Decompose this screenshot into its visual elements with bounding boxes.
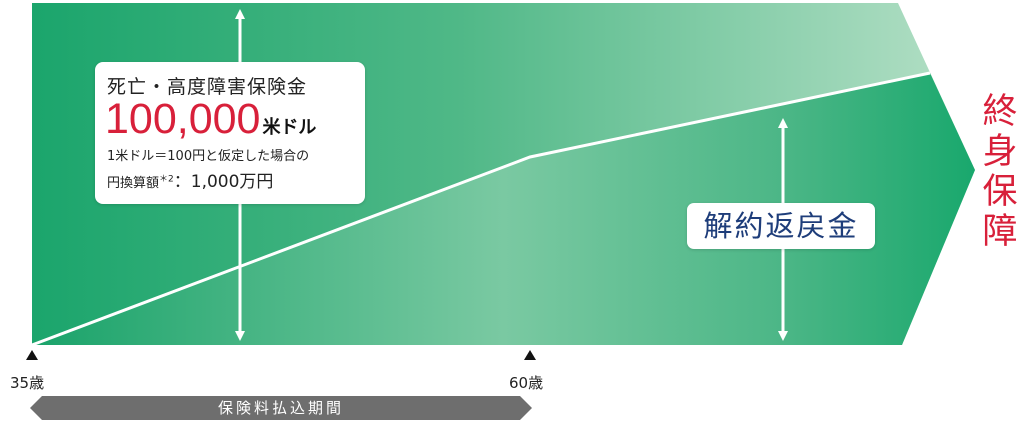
yen-amount: ：1,000万円 bbox=[173, 172, 274, 192]
death-benefit-unit: 米ドル bbox=[262, 117, 317, 138]
footnote-mark: ＊2 bbox=[159, 174, 174, 185]
age-end-label: 60歳 bbox=[509, 374, 544, 392]
death-benefit-amount: 100,000 bbox=[105, 95, 261, 143]
surrender-value-label: 解約返戻金 bbox=[703, 209, 859, 243]
age-end-marker bbox=[524, 350, 536, 360]
age-start-marker bbox=[26, 350, 38, 360]
lifetime-char: 保 bbox=[982, 172, 1018, 212]
surrender-value-area bbox=[32, 73, 975, 345]
lifetime-char: 障 bbox=[982, 212, 1018, 252]
surrender-value-line bbox=[31, 71, 931, 347]
payment-period-bar: 保険料払込期間 bbox=[30, 396, 532, 420]
death-benefit-title: 死亡・高度障害保険金 bbox=[107, 76, 308, 98]
yen-conversion: 円換算額＊2：1,000万円 bbox=[107, 174, 273, 191]
payment-period-label: 保険料払込期間 bbox=[217, 399, 344, 417]
surrender-value-callout: 解約返戻金 bbox=[687, 203, 875, 249]
exchange-rate-note: 1米ドル＝100円と仮定した場合の bbox=[107, 149, 310, 164]
lifetime-coverage-label: 終 身 保 障 bbox=[980, 92, 1020, 252]
death-benefit-callout: 死亡・高度障害保険金 100,000 米ドル 1米ドル＝100円と仮定した場合の … bbox=[95, 62, 365, 204]
death-benefit-amount-row: 100,000 米ドル bbox=[105, 98, 316, 141]
lifetime-char: 終 bbox=[982, 92, 1018, 132]
yen-label: 円換算額 bbox=[107, 176, 160, 191]
age-start-label: 35歳 bbox=[10, 374, 45, 392]
lifetime-char: 身 bbox=[982, 132, 1018, 172]
